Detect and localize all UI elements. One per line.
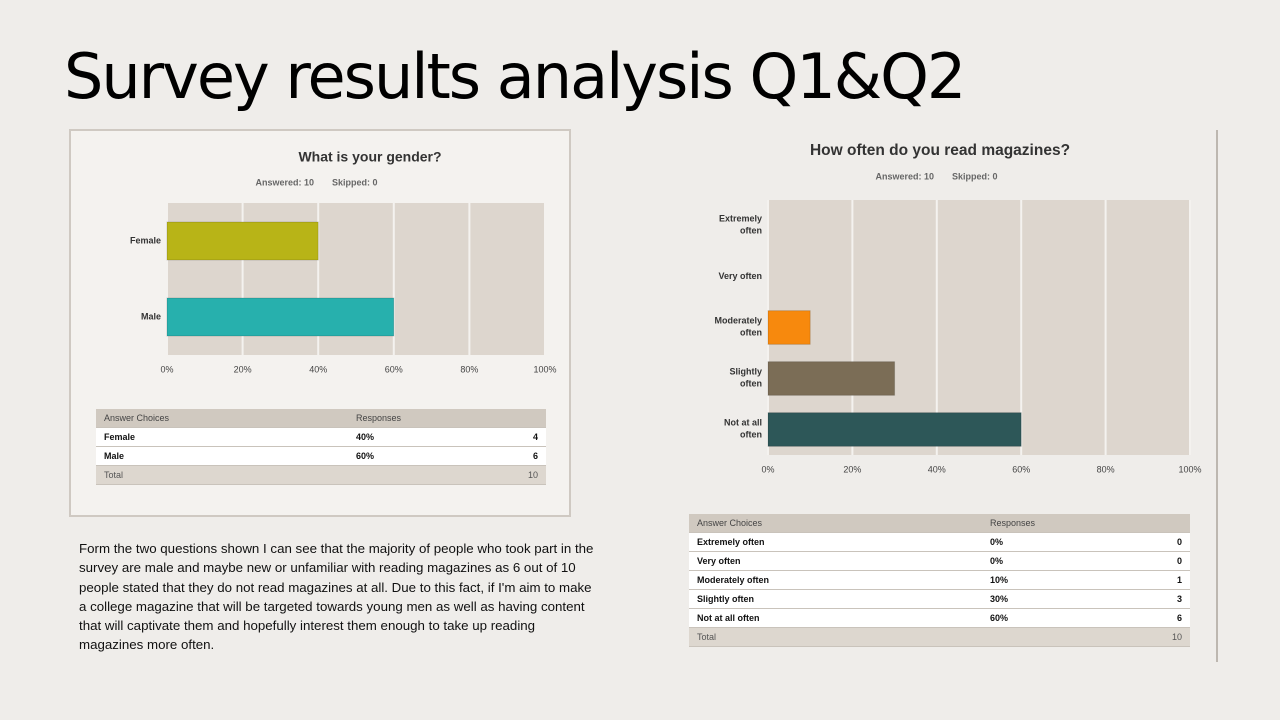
x-tick-label: 80% bbox=[1097, 464, 1115, 474]
table-row: Male 60% 6 bbox=[96, 446, 546, 466]
x-tick-label: 0% bbox=[160, 364, 173, 374]
y-tick-label: Not at all often bbox=[724, 418, 762, 440]
skipped: Skipped: 0 bbox=[332, 177, 378, 187]
table-row: Total 10 bbox=[96, 465, 546, 485]
table-row: Very often 0% 0 bbox=[689, 551, 1190, 571]
plot-area bbox=[768, 200, 1190, 455]
table-cell: 10% bbox=[982, 570, 1111, 590]
bar bbox=[767, 361, 896, 396]
table-cell: 10 bbox=[982, 627, 1190, 647]
table-cell: 6 bbox=[1110, 608, 1190, 628]
table-cell: Very often bbox=[689, 551, 982, 571]
table-cell: Male bbox=[96, 446, 348, 466]
x-tick-label: 100% bbox=[533, 364, 556, 374]
table-cell: Total bbox=[96, 465, 348, 485]
bar bbox=[767, 412, 1022, 447]
y-tick-label: Female bbox=[130, 235, 161, 245]
bar bbox=[166, 221, 319, 261]
body-text: Form the two questions shown I can see t… bbox=[79, 541, 594, 653]
y-tick-label: Slightly often bbox=[729, 367, 762, 389]
table-row: Slightly often 30% 3 bbox=[689, 589, 1190, 609]
table-cell: Extremely often bbox=[689, 532, 982, 552]
table-cell: 30% bbox=[982, 589, 1111, 609]
x-tick-label: 40% bbox=[309, 364, 327, 374]
skipped: Skipped: 0 bbox=[952, 171, 998, 181]
y-tick-label: Extremely often bbox=[719, 214, 762, 236]
table-cell: 40% bbox=[348, 427, 471, 447]
x-tick-label: 20% bbox=[843, 464, 861, 474]
table-cell: Not at all often bbox=[689, 608, 982, 628]
table-cell: 10 bbox=[348, 465, 546, 485]
chart-title: How often do you read magazines? bbox=[810, 142, 1070, 159]
table-cell: Moderately often bbox=[689, 570, 982, 590]
table-cell: 3 bbox=[1110, 589, 1190, 609]
table-row: Moderately often 10% 1 bbox=[689, 570, 1190, 590]
table-cell: 60% bbox=[982, 608, 1111, 628]
table-cell: 60% bbox=[348, 446, 471, 466]
chart-title: What is your gender? bbox=[298, 149, 441, 165]
table-row: Female 40% 4 bbox=[96, 427, 546, 447]
table-cell: 0 bbox=[1110, 532, 1190, 552]
table-cell: Responses bbox=[982, 514, 1190, 533]
table-row: Answer Choices Responses bbox=[96, 409, 546, 428]
y-tick-label: Very often bbox=[718, 271, 762, 281]
table-cell: Slightly often bbox=[689, 589, 982, 609]
table-cell: 0% bbox=[982, 532, 1111, 552]
x-tick-label: 80% bbox=[460, 364, 478, 374]
answered: Answered: 10 bbox=[255, 177, 314, 187]
y-tick-label: Moderately often bbox=[714, 316, 762, 338]
table-cell: Answer Choices bbox=[96, 409, 348, 428]
table-row: Not at all often 60% 6 bbox=[689, 608, 1190, 628]
answered: Answered: 10 bbox=[875, 171, 934, 181]
table-cell: Responses bbox=[348, 409, 546, 428]
table-row: Extremely often 0% 0 bbox=[689, 532, 1190, 552]
slide-title: Survey results analysis Q1&Q2 bbox=[64, 40, 966, 113]
results-table: Answer Choices Responses Extremely often 0%… bbox=[689, 514, 1190, 647]
y-tick-label: Male bbox=[141, 311, 161, 321]
x-tick-label: 60% bbox=[1012, 464, 1030, 474]
table-cell: 0% bbox=[982, 551, 1111, 571]
x-tick-label: 60% bbox=[385, 364, 403, 374]
table-cell: Answer Choices bbox=[689, 514, 982, 533]
table-cell: 0 bbox=[1110, 551, 1190, 571]
table-row: Total 10 bbox=[689, 627, 1190, 647]
x-tick-label: 100% bbox=[1178, 464, 1201, 474]
x-tick-label: 40% bbox=[928, 464, 946, 474]
table-cell: 4 bbox=[470, 427, 546, 447]
table-cell: Total bbox=[689, 627, 982, 647]
bar bbox=[166, 297, 395, 337]
results-table: Answer Choices Responses Female 40% 4 Male 60%… bbox=[96, 409, 546, 485]
table-cell: Female bbox=[96, 427, 348, 447]
table-cell: 6 bbox=[470, 446, 546, 466]
table-row: Answer Choices Responses bbox=[689, 514, 1190, 533]
table-cell: 1 bbox=[1110, 570, 1190, 590]
bar bbox=[767, 310, 811, 345]
x-tick-label: 20% bbox=[234, 364, 252, 374]
x-tick-label: 0% bbox=[761, 464, 774, 474]
